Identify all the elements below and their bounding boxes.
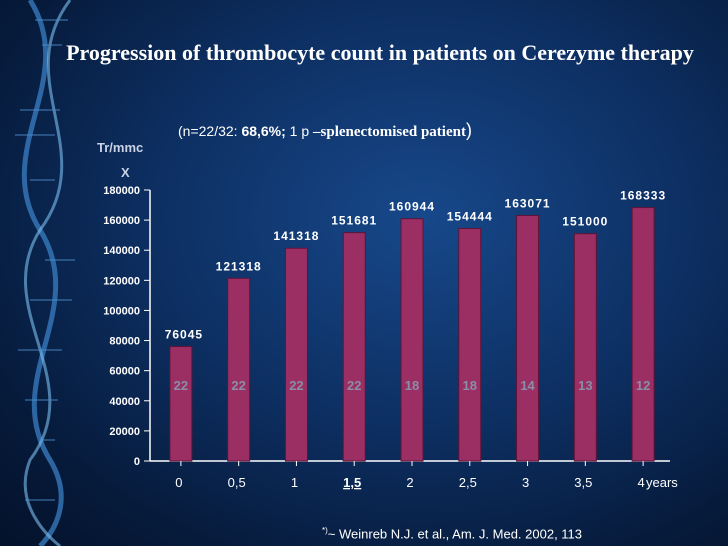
- bar: [631, 207, 655, 462]
- chart-title: Progression of thrombocyte count in pati…: [66, 40, 694, 65]
- subtitle-dash: –: [313, 124, 321, 140]
- y-tick-label: 100000: [103, 305, 140, 317]
- bar-value-label: 151681: [331, 214, 377, 228]
- bar-value-label: 121318: [216, 259, 262, 273]
- x-tick-label: 0: [175, 475, 182, 490]
- y-tick-label: 180000: [103, 185, 140, 197]
- patient-count-label: 14: [520, 378, 535, 393]
- y-tick-label: 140000: [103, 245, 140, 257]
- subtitle-percent: 68,6%;: [241, 123, 286, 139]
- bar: [573, 233, 597, 462]
- x-axis-label: years: [646, 475, 678, 490]
- y-axis-unit-x: X: [121, 165, 130, 180]
- subtitle-mid: 1 p: [285, 123, 314, 139]
- patient-count-label: 12: [636, 378, 650, 393]
- bar: [342, 232, 366, 462]
- subtitle-prefix: (n=22/32:: [178, 123, 242, 139]
- y-tick-label: 0: [134, 456, 140, 468]
- patient-count-label: 18: [405, 378, 419, 393]
- bar: [400, 218, 424, 462]
- bar-value-label: 76045: [165, 328, 203, 342]
- x-tick-label: 1: [291, 475, 298, 490]
- x-tick-label: 0,5: [228, 475, 246, 490]
- x-tick-label: 3: [522, 475, 529, 490]
- patient-count-label: 22: [231, 378, 245, 393]
- x-tick-label: 1,5: [343, 475, 361, 490]
- bar: [169, 346, 193, 462]
- bar-value-label: 163071: [505, 196, 551, 210]
- y-tick-label: 60000: [109, 366, 140, 378]
- citation: *)~ Weinreb N.J. et al., Am. J. Med. 200…: [322, 526, 582, 541]
- y-tick-label: 120000: [103, 275, 140, 287]
- bar-value-label: 151000: [562, 215, 608, 229]
- dna-helix-decoration: [15, 0, 75, 546]
- bar: [227, 277, 251, 462]
- subtitle-splenectomised: splenectomised patient: [320, 124, 466, 140]
- citation-marker: *): [322, 526, 328, 535]
- x-tick-label: 3,5: [574, 475, 592, 490]
- patient-count-label: 22: [289, 378, 303, 393]
- y-tick-label: 80000: [109, 336, 140, 348]
- bar: [458, 227, 482, 462]
- subtitle-close: ): [465, 120, 472, 140]
- patient-count-label: 22: [174, 378, 188, 393]
- x-tick-label: 2,5: [459, 475, 477, 490]
- x-tick-label: 4: [637, 475, 644, 490]
- y-axis-unit: Tr/mmc: [97, 140, 144, 155]
- y-tick-label: 160000: [103, 215, 140, 227]
- y-tick-label: 20000: [109, 426, 140, 438]
- patient-count-label: 13: [578, 378, 592, 393]
- citation-text: ~ Weinreb N.J. et al., Am. J. Med. 2002,…: [327, 526, 583, 542]
- bar-value-label: 141318: [273, 229, 319, 243]
- bar-value-label: 154444: [447, 209, 493, 223]
- bar-value-label: 160944: [389, 200, 435, 214]
- bar: [284, 247, 308, 462]
- patient-count-label: 18: [463, 378, 477, 393]
- patient-count-label: 22: [347, 378, 361, 393]
- x-tick-label: 2: [406, 475, 413, 490]
- y-tick-label: 40000: [109, 396, 140, 408]
- bar-value-label: 168333: [620, 189, 666, 203]
- bar: [516, 214, 540, 462]
- chart-subtitle: (n=22/32: 68,6%; 1 p –splenectomised pat…: [178, 120, 472, 141]
